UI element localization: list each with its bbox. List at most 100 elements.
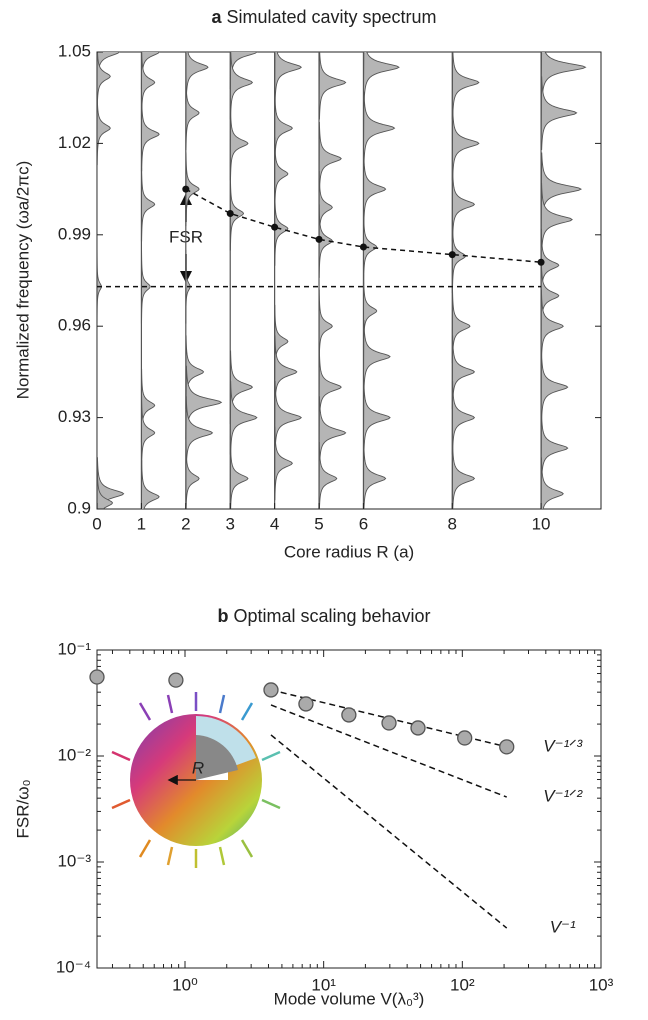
plot-frame: [96, 649, 602, 969]
y-tick-label: 10⁻²: [57, 745, 91, 764]
spectrum-peak: [185, 52, 209, 105]
spectrum-peak: [540, 76, 578, 150]
fit-line: [270, 704, 507, 798]
y-tick-label: 0.99: [58, 224, 91, 243]
spectrum-peak: [274, 137, 289, 211]
spectrum-peak: [540, 457, 564, 509]
x-tick-label: 8: [448, 514, 457, 533]
mode-point: [537, 258, 545, 266]
data-point: [381, 715, 397, 731]
y-tick-label: 10⁻¹: [57, 639, 91, 658]
spectrum-peak: [97, 91, 111, 166]
y-tick-label: 1.05: [58, 41, 91, 60]
spectrum-peak: [229, 52, 254, 120]
y-axis-label: FSR/ω₀: [13, 779, 32, 838]
x-axis-label: Core radius R (a): [284, 542, 414, 561]
spectrum-peak: [229, 381, 258, 455]
x-tick-label: 3: [225, 514, 234, 533]
fit-label: V⁻¹ᐟ³: [543, 736, 583, 755]
inset-label: R: [192, 758, 204, 777]
spectrum-peak: [362, 274, 378, 348]
spectrum-peak: [540, 52, 587, 105]
x-tick-label: 10: [532, 514, 551, 533]
spectrum-peak: [362, 320, 391, 394]
spectrum-peak: [451, 381, 476, 455]
spectrum-peak: [451, 289, 471, 364]
data-point: [410, 720, 426, 736]
spectrum-peak: [274, 91, 293, 166]
spectrum-peak: [274, 381, 302, 455]
x-tick-label: 4: [270, 514, 279, 533]
data-point: [263, 682, 279, 698]
fit-line: [270, 734, 508, 929]
data-point: [168, 672, 184, 688]
spectrum-peak: [318, 350, 342, 425]
mode-point: [315, 235, 323, 243]
panel-a-title: a Simulated cavity spectrum: [211, 7, 436, 27]
spectrum-peak: [97, 52, 111, 114]
title: Simulated cavity spectrum: [226, 7, 436, 27]
data-point: [89, 669, 105, 685]
spectrum-peak: [318, 441, 338, 509]
spectrum-peak: [451, 335, 476, 409]
spectrum-peak: [97, 457, 125, 509]
spectrum-peak: [362, 52, 400, 105]
data-point: [341, 707, 357, 723]
spectrum-peak: [140, 167, 156, 242]
fit-label: V⁻¹: [550, 918, 576, 937]
spectrum-peak: [318, 396, 347, 470]
plot-frame: [96, 51, 602, 510]
mode-point: [182, 185, 190, 193]
spectrum-peak: [274, 426, 293, 501]
y-axis-label: Normalized frequency (ωa/2πc): [13, 161, 32, 400]
spectrum-peak: [362, 381, 391, 455]
spectrum-peak: [540, 350, 569, 425]
panel-label: a: [211, 7, 222, 27]
spectrum-peak: [229, 106, 249, 181]
plot-area: [97, 52, 587, 509]
x-tick-label: 10³: [589, 975, 614, 994]
spectrum-peak: [362, 152, 387, 227]
mode-point: [271, 223, 279, 231]
data-point: [457, 730, 473, 746]
spectrum-peak: [540, 411, 569, 486]
y-tick-label: 0.96: [58, 316, 91, 335]
x-tick-label: 6: [359, 514, 368, 533]
title: Optimal scaling behavior: [233, 606, 430, 626]
spectrum-peak: [229, 441, 249, 509]
panel-b-title: b Optimal scaling behavior: [217, 606, 430, 626]
data-point: [298, 696, 314, 712]
x-tick-label: 10¹: [311, 975, 336, 994]
spectrum-peak: [451, 441, 476, 509]
spectrum-peak: [185, 441, 200, 509]
spectrum-peak: [451, 52, 480, 120]
y-tick-label: 0.93: [58, 407, 91, 426]
spectrum-peak: [140, 97, 160, 172]
y-tick-label: 0.9: [67, 498, 91, 517]
spectrum-peak: [451, 167, 476, 242]
spectrum-peak: [318, 122, 342, 196]
mode-point: [359, 243, 367, 251]
y-tick-label: 10⁻⁴: [56, 957, 91, 976]
spectrum-peak: [274, 52, 302, 105]
fit-label: V⁻¹ᐟ²: [543, 787, 583, 806]
x-tick-label: 10²: [450, 975, 475, 994]
spectrum-peak: [318, 289, 333, 364]
x-tick-label: 1: [137, 514, 146, 533]
y-tick-label: 1.02: [58, 133, 91, 152]
x-tick-label: 0: [92, 514, 101, 533]
spectrum-peak: [363, 441, 387, 509]
x-tick-label: 5: [314, 514, 323, 533]
spectrum-peak: [141, 460, 160, 509]
y-tick-label: 10⁻³: [57, 851, 91, 870]
panel-label: b: [217, 606, 228, 626]
mode-point: [226, 209, 234, 217]
spectrum-peak: [451, 106, 480, 181]
data-point: [499, 739, 515, 755]
x-tick-label: 10⁰: [172, 975, 198, 994]
mode-point: [448, 251, 456, 259]
x-tick-label: 2: [181, 514, 190, 533]
spectrum-peak: [185, 76, 200, 150]
inset-illustration: [111, 692, 281, 868]
